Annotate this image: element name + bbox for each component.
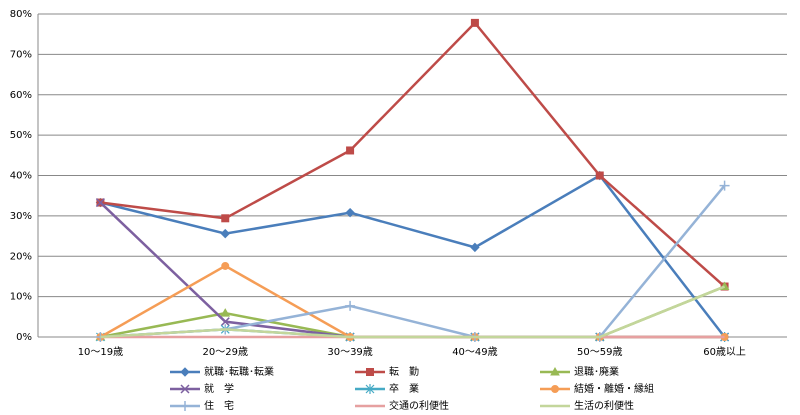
series (95, 324, 730, 342)
marker (470, 242, 480, 253)
legend-entry: 就 学 (170, 382, 234, 395)
series (100, 285, 726, 339)
y-tick-label: 10% (10, 292, 32, 303)
legend-entry: 交通の利便性 (355, 399, 449, 412)
marker (220, 308, 231, 317)
y-tick-label: 20% (10, 251, 32, 262)
legend-label: 結婚・離婚・縁組 (574, 382, 654, 395)
marker (180, 384, 190, 394)
marker (719, 180, 730, 191)
x-tick-label: 30～39歳 (327, 346, 372, 358)
legend-entry: 生活の利便性 (540, 399, 634, 412)
marker (345, 300, 356, 311)
legend-entry: 卒 業 (355, 382, 419, 395)
legend-label: 退職･廃業 (574, 365, 619, 378)
legend-entry: 退職･廃業 (540, 365, 619, 378)
marker (595, 171, 604, 180)
y-tick-label: 40% (10, 171, 32, 182)
legend-label: 就 学 (204, 382, 234, 395)
y-tick-label: 30% (10, 211, 32, 222)
y-tick-label: 70% (10, 49, 32, 60)
series-line (100, 21, 726, 288)
y-tick-label: 0% (16, 332, 32, 343)
marker (346, 146, 355, 155)
marker (365, 384, 375, 394)
series-line (99, 264, 725, 339)
legend-label: 就職･転職･転業 (204, 365, 274, 378)
series-line (100, 184, 726, 339)
legend-label: 卒 業 (389, 382, 419, 395)
legend-label: 生活の利便性 (574, 399, 634, 412)
legend-label: 住 宅 (204, 399, 234, 412)
x-tick-label: 50～59歳 (577, 346, 622, 358)
marker (550, 366, 560, 376)
marker (221, 261, 230, 270)
series-line (100, 285, 726, 339)
series-line (100, 173, 726, 338)
y-tick-label: 80% (10, 9, 32, 20)
marker (470, 18, 479, 27)
legend-label: 転 勤 (389, 365, 419, 378)
legend-label: 交通の利便性 (389, 399, 449, 412)
legend-entry: 結婚・離婚・縁組 (540, 382, 654, 395)
marker (220, 317, 230, 327)
series (96, 18, 729, 291)
legend-entry: 就職･転職･転業 (170, 365, 274, 378)
y-tick-label: 50% (10, 130, 32, 141)
marker (95, 198, 105, 208)
marker (551, 385, 559, 393)
marker (180, 401, 190, 411)
marker (345, 207, 355, 218)
x-tick-label: 40～49歳 (452, 346, 497, 358)
legend-entry: 転 勤 (355, 365, 419, 378)
x-tick-label: 60歳以上 (703, 346, 746, 358)
marker (220, 228, 230, 239)
marker (366, 368, 374, 376)
x-tick-label: 20～29歳 (203, 346, 248, 358)
series-line (100, 285, 726, 339)
series (96, 261, 729, 341)
y-tick-label: 60% (10, 90, 32, 101)
legend-entry: 住 宅 (170, 399, 234, 412)
x-tick-label: 10～19歳 (78, 346, 123, 358)
marker (221, 214, 230, 223)
series-line (99, 201, 725, 339)
marker (180, 367, 190, 377)
